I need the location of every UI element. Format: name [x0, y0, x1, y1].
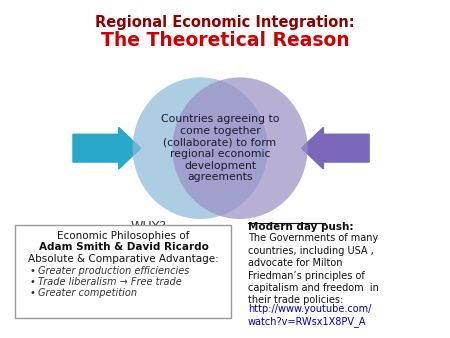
FancyArrow shape [302, 127, 369, 169]
Text: The Governments of many
countries, including USA ,
advocate for Milton
Friedman’: The Governments of many countries, inclu… [248, 234, 379, 306]
FancyBboxPatch shape [15, 224, 231, 318]
Text: •: • [29, 266, 35, 276]
Text: Greater production efficiencies: Greater production efficiencies [38, 266, 189, 276]
Text: Trade liberalism → Free trade: Trade liberalism → Free trade [38, 277, 182, 287]
Text: WHY?
Regional Free Trade: WHY? Regional Free Trade [87, 220, 210, 247]
Text: Economic Philosophies of: Economic Philosophies of [58, 232, 190, 241]
Text: Absolute & Comparative Advantage:: Absolute & Comparative Advantage: [28, 254, 219, 264]
Text: •: • [29, 277, 35, 287]
Text: http://www.youtube.com/
watch?v=RWsx1X8PV_A: http://www.youtube.com/ watch?v=RWsx1X8P… [248, 304, 371, 327]
Text: Modern day push:: Modern day push: [248, 222, 353, 232]
Text: The Theoretical Reason: The Theoretical Reason [101, 31, 349, 50]
Ellipse shape [133, 77, 268, 219]
Text: Countries agreeing to
come together
(collaborate) to form
regional economic
deve: Countries agreeing to come together (col… [161, 114, 279, 182]
Text: •: • [29, 288, 35, 298]
Text: Greater competition: Greater competition [38, 288, 137, 298]
Text: Adam Smith & David Ricardo: Adam Smith & David Ricardo [39, 242, 209, 252]
FancyArrow shape [73, 127, 140, 169]
Text: Regional Economic Integration:: Regional Economic Integration: [95, 15, 355, 30]
Ellipse shape [172, 77, 307, 219]
